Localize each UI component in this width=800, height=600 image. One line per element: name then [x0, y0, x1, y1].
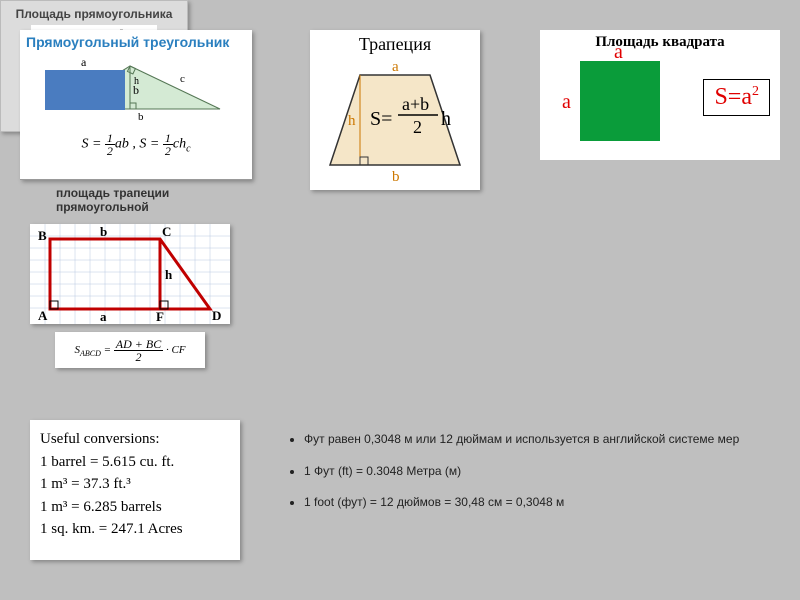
conv-l2: 1 m³ = 6.285 barrels: [40, 496, 230, 519]
trap-b: b: [392, 169, 400, 185]
sq-exp: 2: [752, 84, 759, 99]
bullets-block: Фут равен 0,3048 м или 12 дюймам и испол…: [286, 432, 766, 527]
tf-frac2: 12: [163, 132, 173, 157]
rt-A: A: [38, 308, 48, 323]
rtf-den: 2: [114, 351, 163, 363]
trap-tail: h: [441, 108, 451, 130]
rect-b: b: [133, 83, 139, 97]
panel-square: Площадь квадрата a a S=a2: [540, 30, 780, 160]
conv-l0: 1 barrel = 5.615 cu. ft.: [40, 451, 230, 474]
trapezoid-svg: a b h S= a+b 2 h: [310, 55, 480, 185]
rt-b: b: [100, 224, 107, 239]
tf-comma: ,: [129, 137, 140, 152]
right-trap-formula: SABCD = AD + BC2 · CF: [55, 332, 205, 368]
panel-conversions: Useful conversions: 1 barrel = 5.615 cu.…: [30, 420, 240, 560]
bullets-list: Фут равен 0,3048 м или 12 дюймам и испол…: [286, 432, 766, 511]
tf-frac1: 12: [105, 132, 115, 157]
trap-den: 2: [413, 117, 422, 137]
rt-F: F: [156, 309, 164, 324]
panel-rectangle: Площадь прямоугольника S = a · b a b: [0, 0, 188, 132]
tf-subc: c: [186, 144, 190, 155]
caption-right-trapezoid: площадь трапеции прямоугольной: [56, 186, 169, 215]
rect-figure: a b: [1, 52, 187, 122]
bullet-1: 1 Фут (ft) = 0.3048 Метра (м): [304, 464, 766, 480]
square-label-a-left: a: [562, 91, 571, 114]
square-body: a a S=a2: [540, 51, 780, 151]
rtf-frac: AD + BC2: [114, 338, 163, 363]
rt-B: B: [38, 228, 47, 243]
rect-a: a: [81, 55, 87, 69]
rt-h: h: [165, 267, 173, 282]
trapezoid-figure: a b h S= a+b 2 h: [310, 55, 480, 175]
trapezoid-title: Трапеция: [310, 30, 480, 55]
triangle-title: Прямоугольный треугольник: [20, 30, 252, 54]
tf-d2: 2: [163, 145, 173, 157]
tf-eq1: =: [88, 137, 104, 152]
trap-num: a+b: [402, 94, 429, 114]
tf-ab: ab: [115, 137, 129, 152]
tf-ch: ch: [173, 137, 186, 152]
rt-a: a: [100, 309, 107, 324]
panel-right-trapezoid: B C A D F b a h: [30, 224, 230, 324]
rtf-sub: ABCD: [80, 349, 101, 358]
square-title: Площадь квадрата: [540, 30, 780, 51]
rtf-tail: · CF: [163, 344, 185, 356]
rtf-eq: =: [101, 344, 114, 356]
bullet-2: 1 foot (фут) = 12 дюймов = 30,48 см = 0,…: [304, 495, 766, 511]
rect-title: Площадь прямоугольника: [1, 1, 187, 25]
panel-trapezoid: Трапеция a b h S= a+b 2 h: [310, 30, 480, 190]
bullet-0: Фут равен 0,3048 м или 12 дюймам и испол…: [304, 432, 766, 448]
rt-C: C: [162, 224, 171, 239]
right-trap-svg: B C A D F b a h: [30, 224, 230, 324]
conv-l1: 1 m³ = 37.3 ft.³: [40, 473, 230, 496]
sq-f: S=a: [714, 84, 752, 110]
tf-eq2: =: [146, 137, 162, 152]
conv-heading: Useful conversions:: [40, 428, 230, 451]
tf-d1: 2: [105, 145, 115, 157]
cap-l1: площадь трапеции: [56, 186, 169, 200]
trap-fs: S=: [370, 108, 392, 130]
square-shape: [580, 61, 660, 141]
cap-l2: прямоугольной: [56, 200, 169, 214]
square-formula: S=a2: [703, 79, 770, 116]
trap-h: h: [348, 113, 356, 129]
conv-l3: 1 sq. km. = 247.1 Acres: [40, 518, 230, 541]
triangle-formula: S = 12ab , S = 12chc: [20, 124, 252, 157]
trap-a: a: [392, 59, 399, 75]
rt-D: D: [212, 308, 221, 323]
rect-svg: a b: [1, 52, 187, 122]
